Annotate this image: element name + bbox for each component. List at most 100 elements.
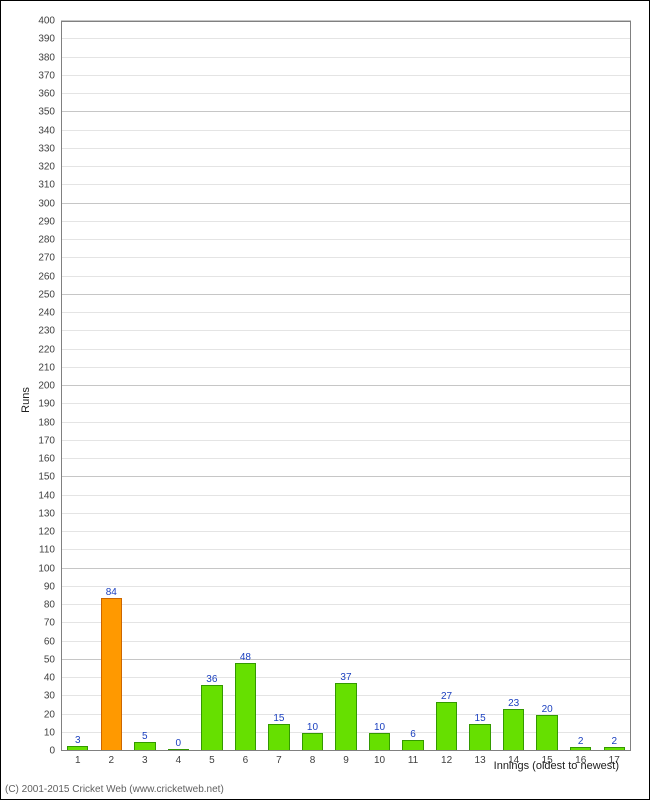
y-tick-label: 320: [38, 162, 61, 173]
bar-value-label: 20: [542, 704, 553, 716]
bar: 36: [201, 685, 222, 751]
bar: 23: [503, 709, 524, 751]
grid-line: [61, 622, 631, 623]
axis-border: [61, 21, 631, 751]
x-tick-label: 7: [276, 751, 282, 766]
y-tick-label: 400: [38, 16, 61, 27]
grid-line: [61, 495, 631, 496]
bar-value-label: 10: [374, 722, 385, 734]
grid-line: [61, 294, 631, 295]
grid-line: [61, 385, 631, 386]
grid-line: [61, 75, 631, 76]
bar-value-label: 23: [508, 698, 519, 710]
grid-line: [61, 166, 631, 167]
bar: 15: [469, 724, 490, 751]
grid-line: [61, 367, 631, 368]
bar: 2: [604, 747, 625, 751]
y-tick-label: 290: [38, 216, 61, 227]
bar: 10: [302, 733, 323, 751]
y-tick-label: 50: [44, 654, 61, 665]
y-tick-label: 270: [38, 253, 61, 264]
bar: 0: [168, 749, 189, 751]
bar-value-label: 27: [441, 691, 452, 703]
y-tick-label: 170: [38, 435, 61, 446]
grid-line: [61, 330, 631, 331]
y-tick-label: 340: [38, 125, 61, 136]
bar-value-label: 2: [611, 736, 617, 748]
footer-text: (C) 2001-2015 Cricket Web (www.cricketwe…: [5, 784, 224, 795]
x-tick-label: 2: [109, 751, 115, 766]
y-tick-label: 70: [44, 618, 61, 629]
x-tick-label: 9: [343, 751, 349, 766]
grid-line: [61, 604, 631, 605]
y-tick-label: 370: [38, 70, 61, 81]
y-tick-label: 300: [38, 198, 61, 209]
y-tick-label: 210: [38, 362, 61, 373]
y-tick-label: 30: [44, 691, 61, 702]
grid-line: [61, 403, 631, 404]
grid-line: [61, 57, 631, 58]
y-tick-label: 250: [38, 289, 61, 300]
grid-line: [61, 476, 631, 477]
bar: 3: [67, 746, 88, 751]
y-tick-label: 350: [38, 107, 61, 118]
grid-line: [61, 422, 631, 423]
bar-value-label: 3: [75, 735, 81, 747]
y-tick-label: 330: [38, 143, 61, 154]
y-tick-label: 120: [38, 527, 61, 538]
grid-line: [61, 349, 631, 350]
grid-line: [61, 276, 631, 277]
grid-line: [61, 111, 631, 112]
grid-line: [61, 531, 631, 532]
bar: 84: [101, 598, 122, 751]
y-tick-label: 20: [44, 709, 61, 720]
grid-line: [61, 221, 631, 222]
bar-value-label: 48: [240, 652, 251, 664]
bar-value-label: 15: [475, 713, 486, 725]
bar: 2: [570, 747, 591, 751]
bar-value-label: 37: [340, 672, 351, 684]
grid-line: [61, 20, 631, 21]
y-tick-label: 220: [38, 344, 61, 355]
bar-value-label: 36: [206, 674, 217, 686]
y-tick-label: 280: [38, 235, 61, 246]
grid-line: [61, 38, 631, 39]
grid-line: [61, 586, 631, 587]
grid-line: [61, 130, 631, 131]
bar: 5: [134, 742, 155, 751]
y-tick-label: 160: [38, 454, 61, 465]
y-tick-label: 200: [38, 381, 61, 392]
y-tick-label: 110: [39, 545, 61, 556]
x-tick-label: 4: [176, 751, 182, 766]
bar: 48: [235, 663, 256, 751]
bar-value-label: 0: [176, 738, 182, 750]
bar-value-label: 6: [410, 729, 416, 741]
bar-value-label: 10: [307, 722, 318, 734]
x-tick-label: 5: [209, 751, 215, 766]
grid-line: [61, 440, 631, 441]
grid-line: [61, 257, 631, 258]
x-tick-label: 3: [142, 751, 148, 766]
y-tick-label: 360: [38, 89, 61, 100]
grid-line: [61, 458, 631, 459]
bar: 20: [536, 715, 557, 752]
x-tick-label: 13: [475, 751, 486, 766]
grid-line: [61, 184, 631, 185]
grid-line: [61, 148, 631, 149]
y-tick-label: 180: [38, 417, 61, 428]
grid-line: [61, 239, 631, 240]
bar: 15: [268, 724, 289, 751]
grid-line: [61, 641, 631, 642]
bar-value-label: 84: [106, 587, 117, 599]
bar: 27: [436, 702, 457, 751]
bar: 37: [335, 683, 356, 751]
y-tick-label: 80: [44, 600, 61, 611]
x-tick-label: 1: [75, 751, 81, 766]
grid-line: [61, 312, 631, 313]
y-tick-label: 390: [38, 34, 61, 45]
y-tick-label: 240: [38, 308, 61, 319]
y-tick-label: 230: [38, 326, 61, 337]
grid-line: [61, 513, 631, 514]
y-tick-label: 100: [38, 563, 61, 574]
plot-area: 0102030405060708090100110120130140150160…: [61, 21, 631, 751]
